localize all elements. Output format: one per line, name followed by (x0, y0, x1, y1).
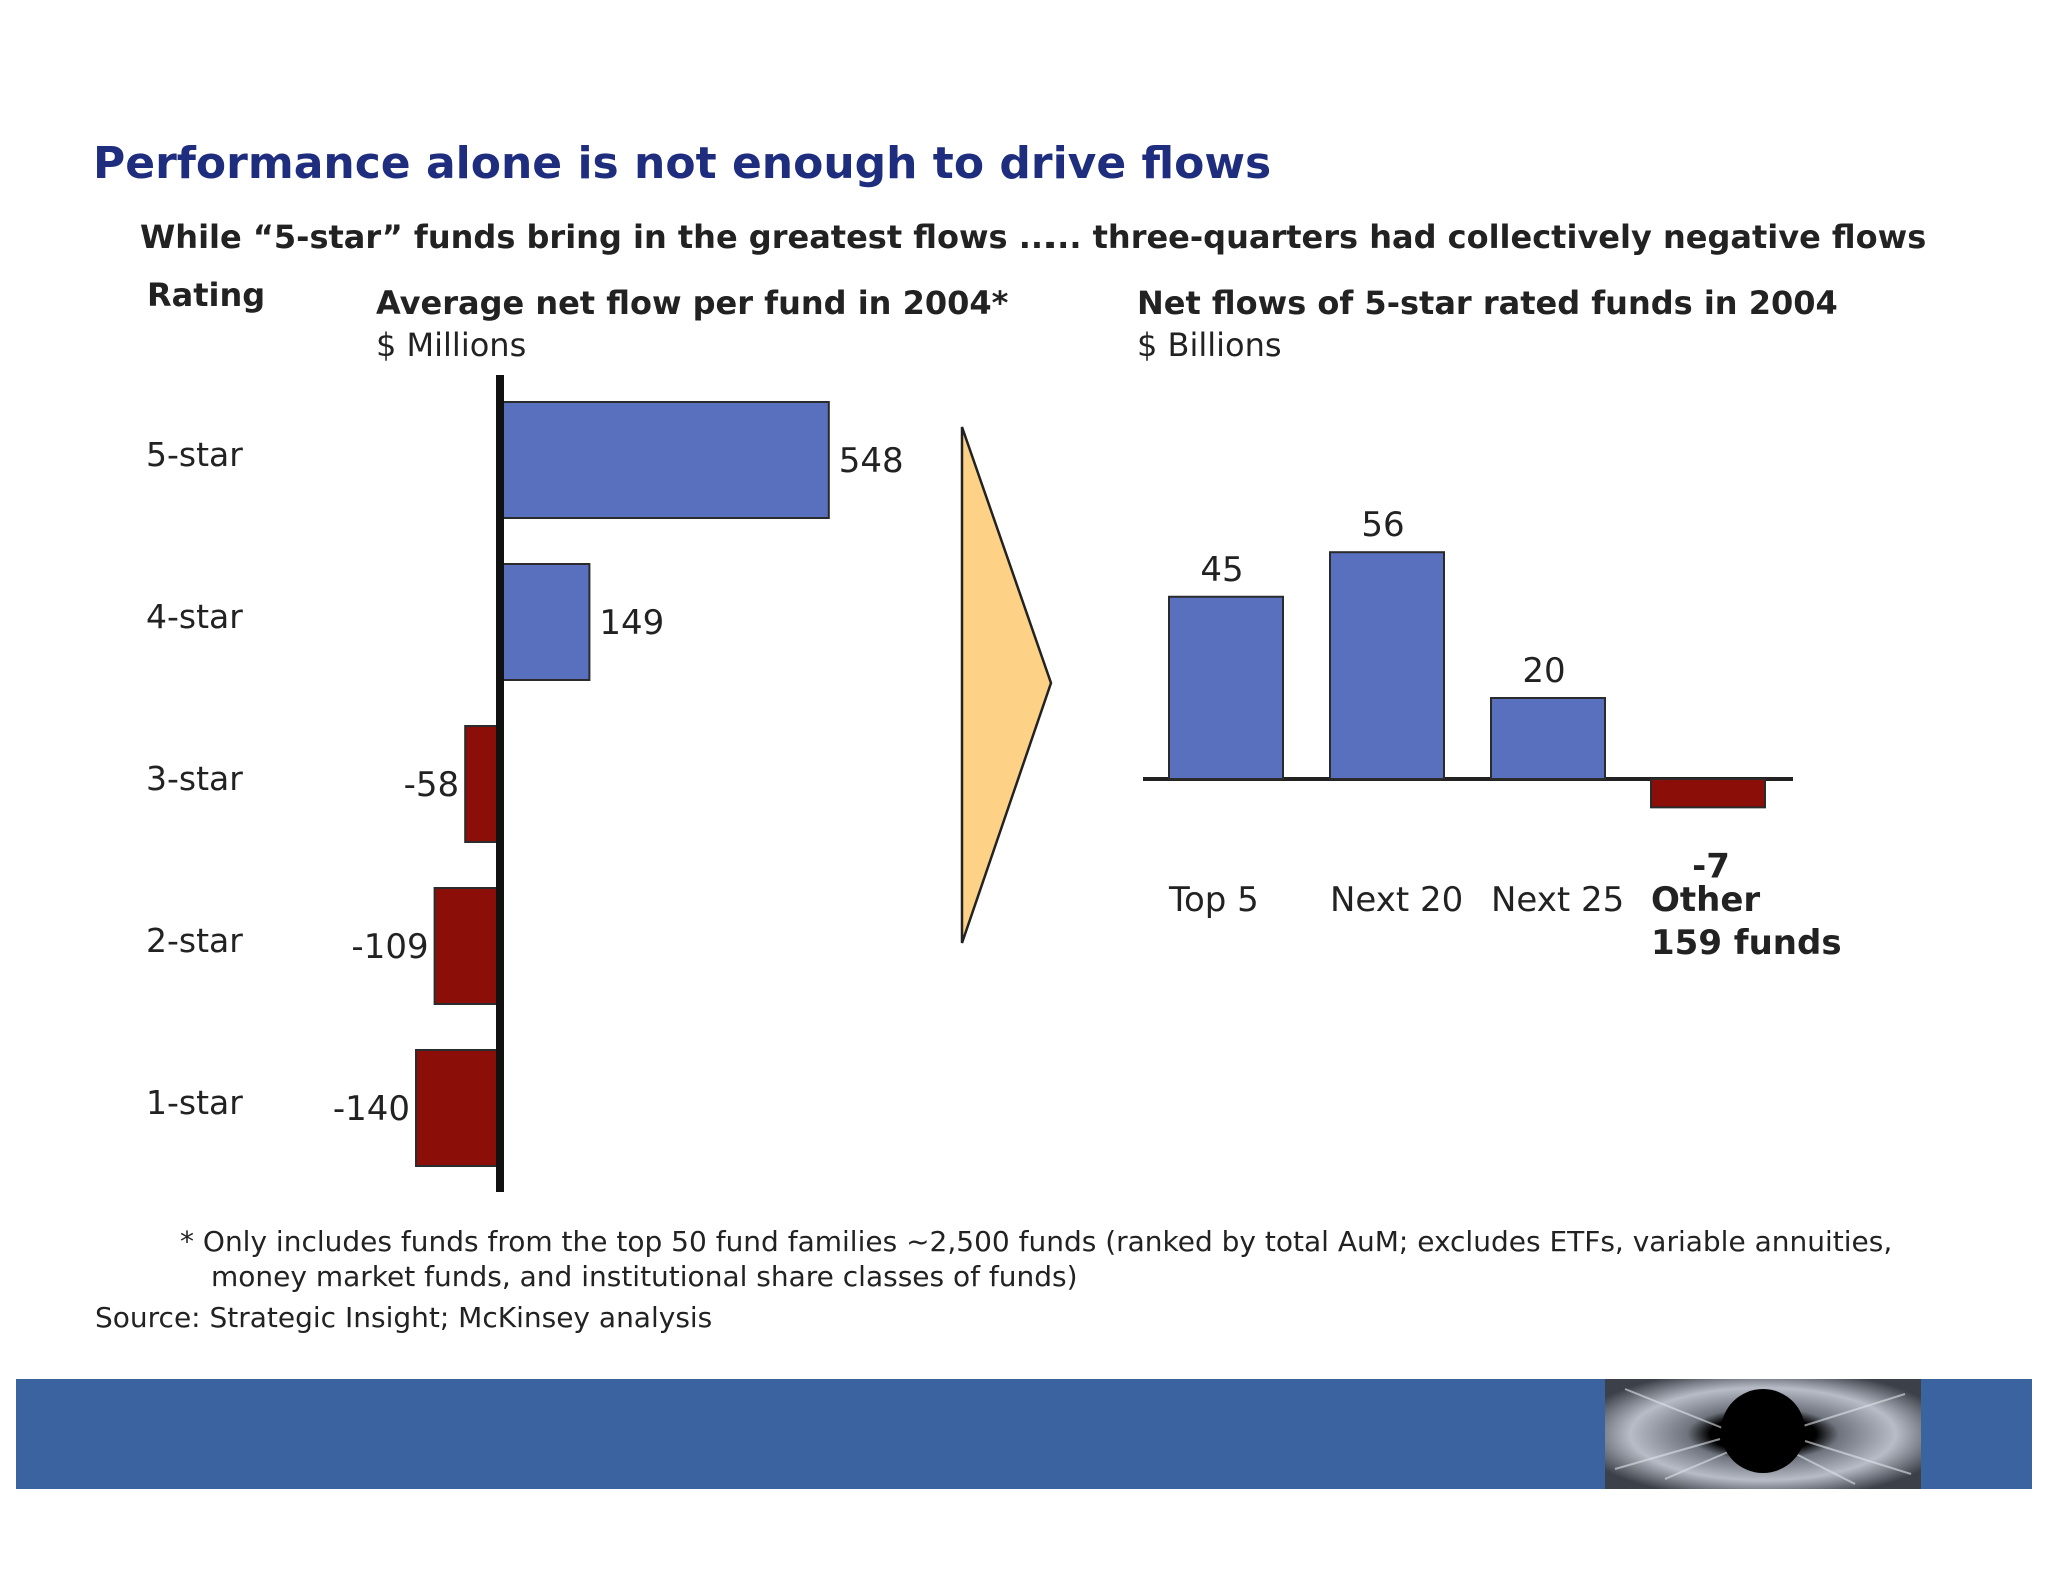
bar-Next 25 (1490, 697, 1606, 780)
category-label: 159 funds (1651, 923, 1842, 963)
bar-value-label: -7 (1692, 846, 1730, 886)
category-label: Next 25 (1491, 880, 1624, 920)
eye-image (1605, 1379, 1921, 1489)
bar-5-star (499, 401, 830, 519)
bar-value-label: 149 (599, 603, 664, 643)
page-title: Performance alone is not enough to drive… (93, 138, 1272, 189)
source-note: Source: Strategic Insight; McKinsey anal… (95, 1301, 713, 1334)
bar-Other 159 funds (1650, 778, 1766, 809)
bar-value-label: 45 (1200, 550, 1243, 590)
rating-label: 1-star (146, 1083, 243, 1122)
rating-label: 4-star (146, 597, 243, 636)
bar-2-star (433, 887, 502, 1005)
left-subtitle: While “5-star” funds bring in the greate… (140, 218, 1056, 256)
rating-label: 5-star (146, 435, 243, 474)
right-chart-title: Net flows of 5-star rated funds in 2004 (1137, 284, 1838, 322)
right-chart-unit: $ Billions (1137, 326, 1282, 364)
bar-1-star (415, 1049, 501, 1167)
left-bar-chart: 548 5-star 149 4-star -58 3-star -109 2-star -14… (146, 375, 904, 1192)
arrow-shape (960, 426, 1053, 944)
footnote-line-1: * Only includes funds from the top 50 fu… (180, 1225, 1893, 1258)
right-subtitle: ... three-quarters had collectively nega… (1045, 218, 1927, 256)
bar-value-label: 20 (1522, 651, 1565, 691)
category-label: Other (1651, 880, 1760, 920)
category-label: Top 5 (1168, 880, 1259, 920)
left-chart-unit: $ Millions (376, 326, 527, 364)
bar-value-label: -109 (351, 927, 428, 967)
bar-value-label: -58 (404, 765, 460, 805)
bar-Top 5 (1168, 595, 1284, 780)
category-label: Next 20 (1330, 880, 1463, 920)
rating-label: 3-star (146, 759, 243, 798)
left-chart-title: Average net flow per fund in 2004* (376, 284, 1009, 322)
bar-value-label: 56 (1361, 505, 1404, 545)
bar-value-label: -140 (333, 1089, 410, 1129)
bar-value-label: 548 (839, 441, 904, 481)
bar-4-star (499, 563, 591, 681)
rating-label: 2-star (146, 921, 243, 960)
bar-3-star (464, 725, 502, 843)
footnote-line-2: money market funds, and institutional sh… (211, 1260, 1078, 1293)
rating-column-label: Rating (147, 276, 266, 314)
bar-Next 20 (1329, 551, 1445, 781)
